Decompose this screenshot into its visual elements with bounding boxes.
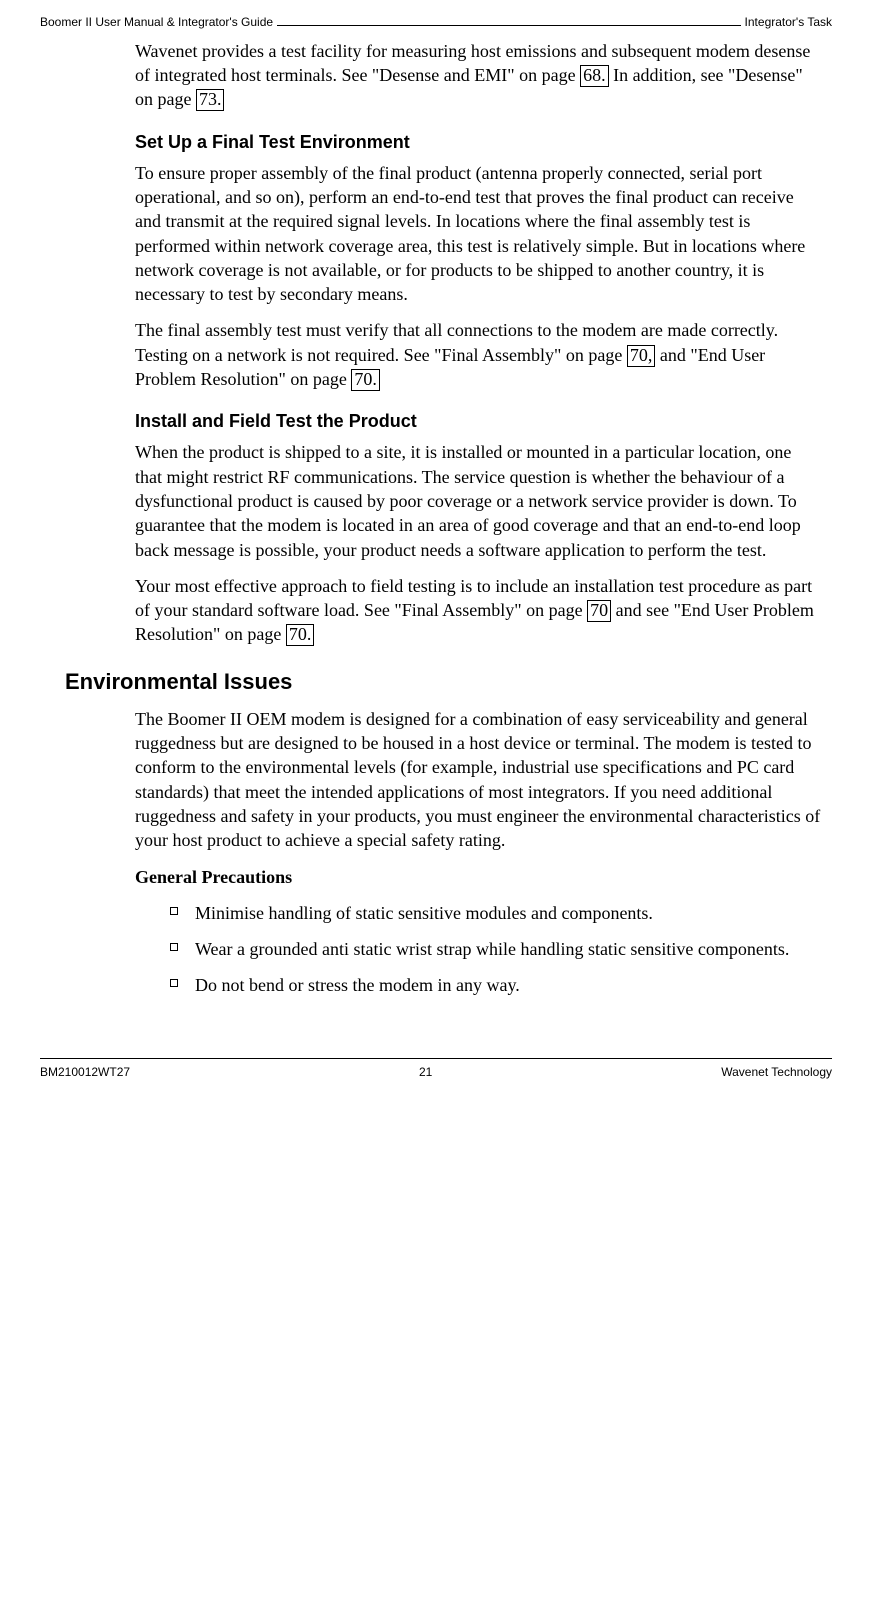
page-header: Boomer II User Manual & Integrator's Gui… — [40, 14, 832, 29]
precautions-list: Minimise handling of static sensitive mo… — [135, 901, 822, 998]
footer-company: Wavenet Technology — [721, 1065, 832, 1079]
install-paragraph-2: Your most effective approach to field te… — [135, 574, 822, 647]
set-up-paragraph-2: The final assembly test must verify that… — [135, 318, 822, 391]
list-item: Wear a grounded anti static wrist strap … — [170, 937, 822, 961]
body-content: Wavenet provides a test facility for mea… — [135, 39, 822, 998]
page-footer: BM210012WT27 21 Wavenet Technology — [40, 1059, 832, 1093]
footer-page-number: 21 — [419, 1065, 432, 1079]
page-ref-70-a[interactable]: 70, — [627, 345, 656, 367]
heading-set-up-final-test: Set Up a Final Test Environment — [135, 132, 822, 153]
header-divider-line — [277, 14, 740, 26]
env-paragraph-1: The Boomer II OEM modem is designed for … — [135, 707, 822, 853]
footer-doc-id: BM210012WT27 — [40, 1065, 130, 1079]
set-up-paragraph-1: To ensure proper assembly of the final p… — [135, 161, 822, 307]
page-ref-70-c[interactable]: 70 — [587, 600, 611, 622]
page-ref-70-d[interactable]: 70. — [286, 624, 315, 646]
page-ref-73[interactable]: 73. — [196, 89, 225, 111]
install-paragraph-1: When the product is shipped to a site, i… — [135, 440, 822, 561]
header-right-text: Integrator's Task — [745, 15, 832, 29]
heading-install-field-test: Install and Field Test the Product — [135, 411, 822, 432]
list-item: Do not bend or stress the modem in any w… — [170, 973, 822, 997]
precautions-heading: General Precautions — [135, 865, 822, 889]
list-item: Minimise handling of static sensitive mo… — [170, 901, 822, 925]
intro-paragraph: Wavenet provides a test facility for mea… — [135, 39, 822, 112]
header-left-text: Boomer II User Manual & Integrator's Gui… — [40, 15, 273, 29]
page-ref-70-b[interactable]: 70. — [351, 369, 380, 391]
page-ref-68[interactable]: 68. — [580, 65, 609, 87]
heading-environmental-issues: Environmental Issues — [65, 669, 822, 695]
